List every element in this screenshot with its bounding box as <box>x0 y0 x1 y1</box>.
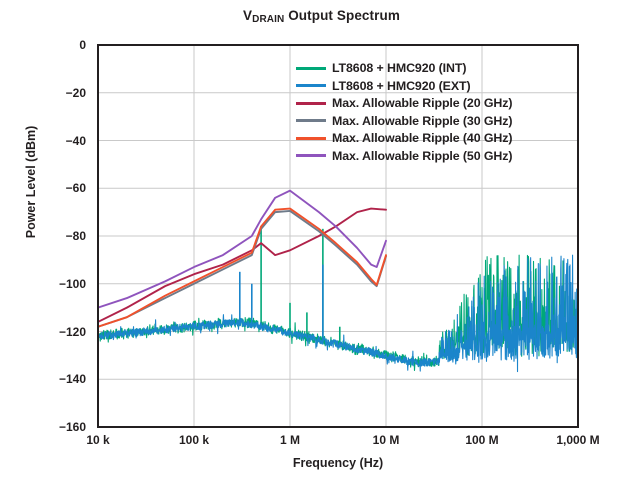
chart-title-variable: V <box>243 8 253 23</box>
y-tick-label: −160 <box>58 420 86 434</box>
legend-color-swatch <box>296 101 326 105</box>
legend-color-swatch <box>296 154 326 158</box>
y-tick-label: −80 <box>65 229 86 243</box>
x-tick-label: 1 M <box>279 433 300 447</box>
legend-label: Max. Allowable Ripple (30 GHz) <box>332 113 513 128</box>
y-tick-label: 0 <box>79 38 86 52</box>
y-tick-label: −20 <box>65 85 86 100</box>
legend-item: Max. Allowable Ripple (20 GHz) <box>296 95 512 112</box>
legend-item: Max. Allowable Ripple (40 GHz) <box>296 130 512 147</box>
legend-label: Max. Allowable Ripple (40 GHz) <box>332 131 513 146</box>
legend-item: LT8608 + HMC920 (INT) <box>296 60 512 77</box>
data-series-layer <box>98 189 578 373</box>
x-tick-label: 100 k <box>178 433 210 447</box>
y-tick-label: −60 <box>65 181 86 196</box>
series-ext-trace <box>98 254 578 373</box>
legend-color-swatch <box>296 84 326 88</box>
series-limit-line <box>98 209 387 328</box>
series-limit-line <box>98 207 387 328</box>
x-tick-label: 100 M <box>465 433 499 447</box>
y-tick-label: −120 <box>58 324 86 339</box>
y-tick-label: −100 <box>58 276 86 291</box>
legend-label: Max. Allowable Ripple (50 GHz) <box>332 148 513 163</box>
legend-label: Max. Allowable Ripple (20 GHz) <box>332 96 513 111</box>
x-axis-label: Frequency (Hz) <box>292 456 384 470</box>
legend-color-swatch <box>296 136 326 140</box>
chart-title-subscript: DRAIN <box>252 14 285 25</box>
legend-label: LT8608 + HMC920 (INT) <box>332 61 467 76</box>
chart-legend: LT8608 + HMC920 (INT) LT8608 + HMC920 (EX… <box>296 60 512 164</box>
y-tick-label: −40 <box>65 133 86 148</box>
plot-frame <box>97 44 579 428</box>
x-tick-label: 1,000 M <box>556 433 600 447</box>
chart-title-main: Output Spectrum <box>288 8 400 23</box>
legend-label: LT8608 + HMC920 (EXT) <box>332 78 471 93</box>
chart-title: VDRAIN Output Spectrum <box>0 8 643 25</box>
series-limit-line <box>98 207 387 323</box>
legend-item: Max. Allowable Ripple (50 GHz) <box>296 148 512 165</box>
series-limit-line <box>98 189 387 309</box>
legend-item: LT8608 + HMC920 (EXT) <box>296 78 512 95</box>
legend-item: Max. Allowable Ripple (30 GHz) <box>296 113 512 130</box>
series-int-trace <box>98 254 578 372</box>
legend-color-swatch <box>296 119 326 123</box>
legend-color-swatch <box>296 66 326 70</box>
y-tick-label: −140 <box>58 372 86 387</box>
x-tick-label: 10 M <box>372 433 400 447</box>
x-tick-label: 10 k <box>86 433 110 447</box>
